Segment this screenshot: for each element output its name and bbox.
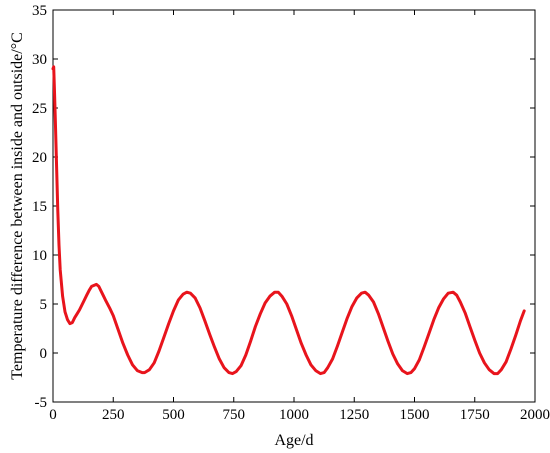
x-tick-label: 250	[102, 407, 125, 423]
y-tick-label: 0	[40, 346, 48, 362]
y-tick-label: -5	[35, 395, 48, 411]
x-tick-label: 1000	[279, 407, 309, 423]
x-axis-label: Age/d	[274, 432, 313, 449]
x-tick-label: 1250	[339, 407, 369, 423]
x-tick-label: 500	[162, 407, 185, 423]
y-tick-label: 35	[32, 3, 47, 19]
y-tick-label: 25	[32, 101, 47, 117]
y-axis-label: Temperature difference between inside an…	[9, 32, 26, 380]
x-tick-label: 1500	[400, 407, 430, 423]
y-tick-label: 20	[32, 150, 47, 166]
axis-ticks	[52, 9, 536, 403]
x-tick-label: 1750	[460, 407, 490, 423]
y-tick-label: 15	[32, 199, 47, 215]
x-tick-labels: 0 250 500 750 1000 1250 1500 1750 2000	[49, 407, 550, 423]
plot-frame	[52, 9, 536, 403]
x-tick-label: 750	[223, 407, 246, 423]
x-tick-label: 2000	[520, 407, 550, 423]
x-tick-label: 0	[49, 407, 57, 423]
y-tick-label: 30	[32, 52, 47, 68]
y-tick-label: 10	[32, 248, 47, 264]
y-tick-labels: -5 0 5 10 15 20 25 30 35	[32, 3, 47, 411]
series-line	[51, 65, 526, 376]
y-tick-label: 5	[40, 297, 48, 313]
